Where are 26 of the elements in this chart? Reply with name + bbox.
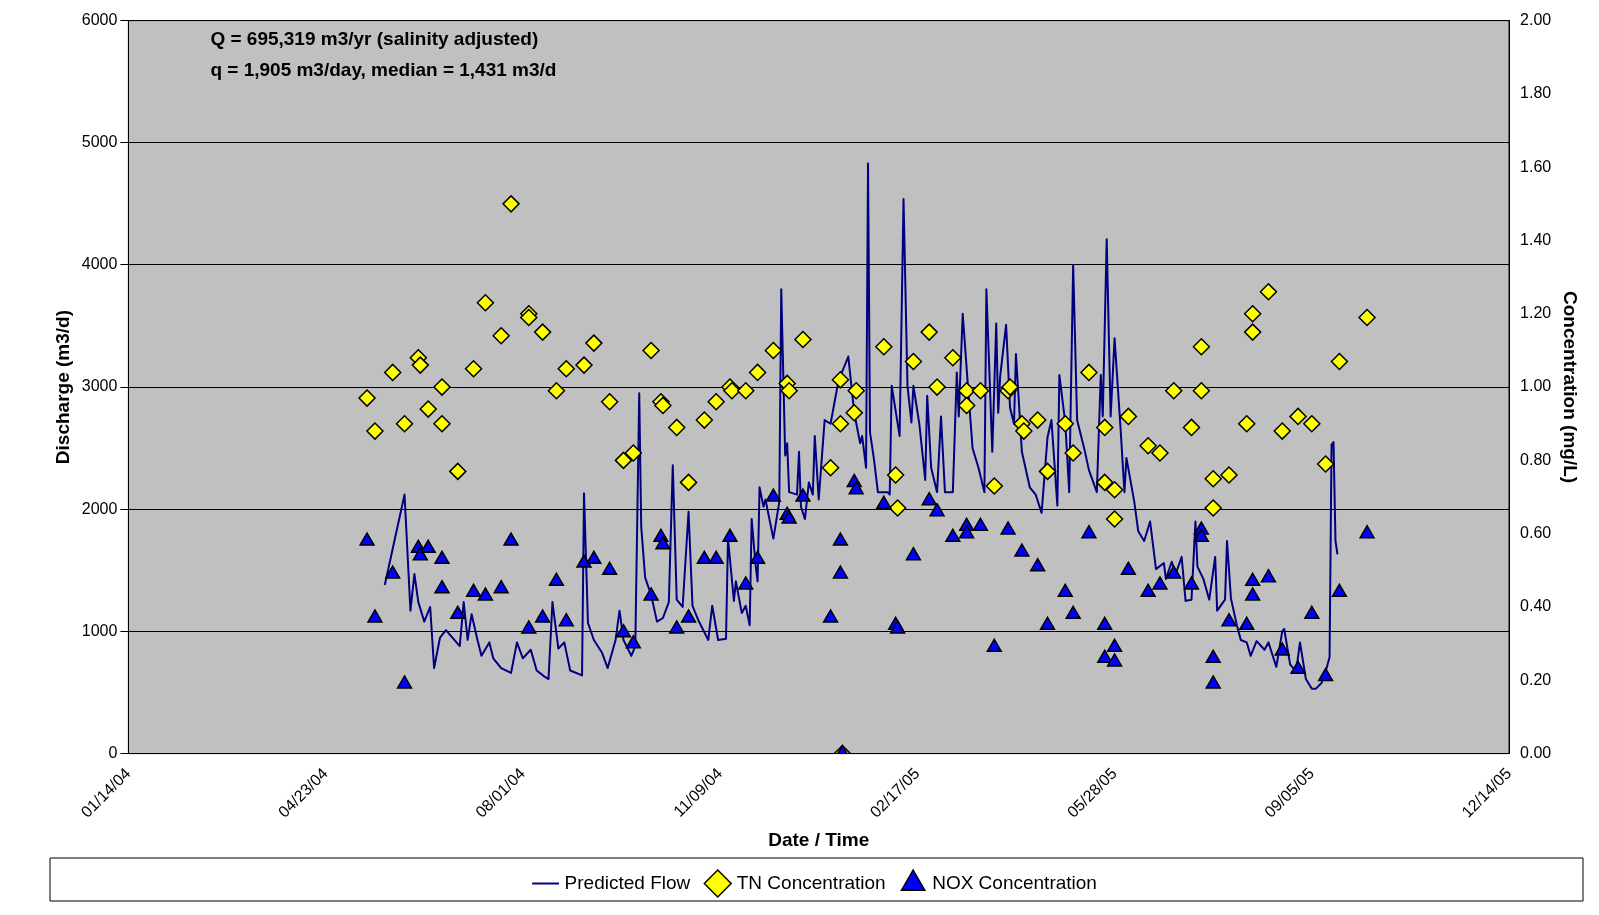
y2-axis-title: Concentration (mg/L): [1560, 291, 1582, 484]
y2-tick-label: 0.40: [1520, 597, 1552, 615]
y2-tick-label: 2.00: [1520, 11, 1552, 29]
legend-label: Predicted Flow: [564, 871, 691, 893]
y-tick-label: 5000: [81, 133, 118, 151]
y2-tick-label: 1.60: [1520, 157, 1552, 175]
y-tick-label: 2000: [81, 499, 118, 517]
y-tick-label: 0: [108, 743, 118, 761]
y2-tick-label: 1.20: [1520, 304, 1552, 322]
y-axis-title: Discharge (m3/d): [51, 310, 73, 465]
y2-tick-label: 0.20: [1520, 670, 1552, 688]
legend-label: NOX Concentration: [932, 871, 1097, 893]
legend-label: TN Concentration: [736, 871, 886, 893]
x-axis-title: Date / Time: [768, 828, 870, 850]
y2-tick-label: 1.40: [1520, 230, 1552, 248]
annotation: Q = 695,319 m3/yr (salinity adjusted): [210, 28, 539, 50]
y-tick-label: 1000: [81, 621, 118, 639]
y2-tick-label: 0.80: [1520, 450, 1552, 468]
y2-tick-label: 0.00: [1520, 743, 1552, 761]
annotation: q = 1,905 m3/day, median = 1,431 m3/d: [210, 59, 557, 81]
y-tick-label: 4000: [81, 255, 118, 273]
y-tick-label: 3000: [81, 377, 118, 395]
y2-tick-label: 1.00: [1520, 377, 1552, 395]
y2-tick-label: 1.80: [1520, 84, 1552, 102]
y-tick-label: 6000: [81, 11, 118, 29]
y2-tick-label: 0.60: [1520, 524, 1552, 542]
